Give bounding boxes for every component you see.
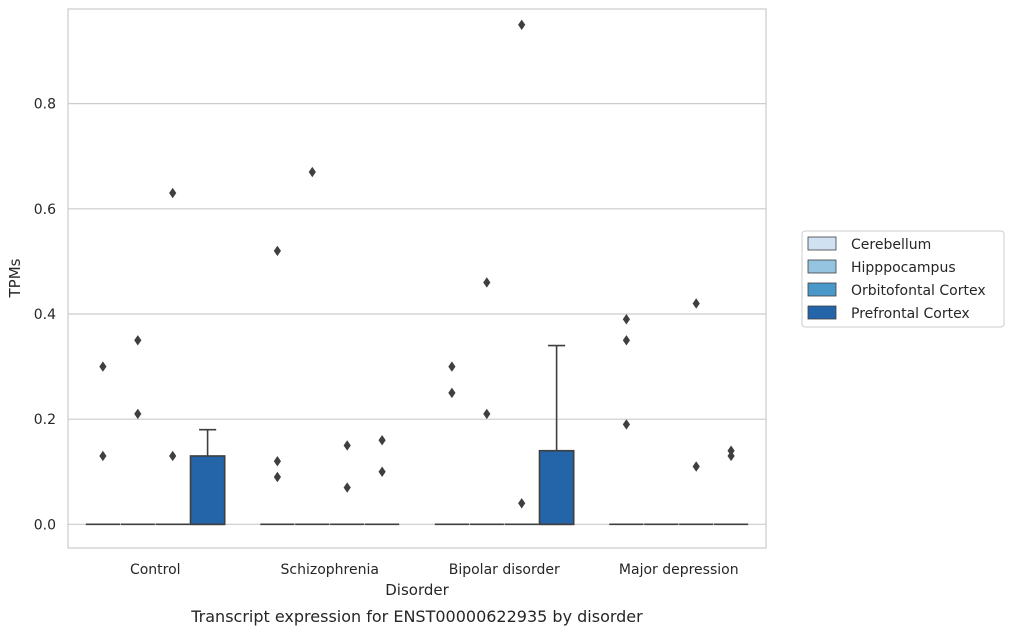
y-tick-label: 0.8 <box>34 97 56 113</box>
outlier-point <box>169 450 177 462</box>
outlier-point <box>134 335 142 346</box>
outlier-point <box>518 498 526 509</box>
box <box>189 455 226 526</box>
outlier-point <box>169 187 177 199</box>
outlier-point <box>692 298 700 309</box>
outlier-point <box>273 471 281 483</box>
legend-label: Orbitofontal Cortex <box>851 283 986 299</box>
legend-label: Hipppocampus <box>851 260 956 276</box>
grid-lines <box>68 103 766 525</box>
x-tick-label: Major depression <box>619 562 739 578</box>
plot-frame <box>67 8 767 549</box>
legend: Cerebellum Hipppocampus Orbitofontal Corte… <box>801 230 1005 328</box>
chart-caption: Transcript expression for ENST0000062293… <box>190 607 643 626</box>
outlier-point <box>134 408 142 420</box>
outlier-point <box>308 166 316 178</box>
outlier-point <box>727 450 735 462</box>
outlier-point <box>99 361 107 372</box>
x-axis-label: Disorder <box>385 581 449 599</box>
x-tick-label: Control <box>130 562 181 578</box>
y-tick-label: 0.6 <box>34 202 56 218</box>
outlier-point <box>727 445 735 456</box>
outlier-point <box>273 245 281 257</box>
legend-label: Cerebellum <box>851 237 931 253</box>
outlier-point <box>448 361 456 372</box>
outlier-point <box>99 450 107 462</box>
outlier-point <box>343 440 351 451</box>
outlier-point <box>343 482 351 493</box>
outlier-point <box>622 335 630 346</box>
legend-swatch <box>807 282 837 297</box>
outlier-point <box>483 277 491 288</box>
y-axis-ticks: 0.0 0.2 0.4 0.6 0.8 <box>34 97 56 534</box>
outlier-point <box>483 408 491 420</box>
y-tick-label: 0.2 <box>34 412 56 428</box>
x-axis-ticks: Control Schizophrenia Bipolar disorder Majo… <box>130 562 739 578</box>
outlier-point <box>622 314 630 325</box>
x-tick-label: Schizophrenia <box>281 562 379 578</box>
outlier-point <box>518 19 526 30</box>
legend-label: Prefrontal Cortex <box>851 306 970 322</box>
legend-swatch <box>807 236 837 251</box>
outlier-point <box>692 461 700 472</box>
x-tick-label: Bipolar disorder <box>449 562 560 578</box>
boxes <box>85 19 749 526</box>
outlier-point <box>273 456 281 467</box>
legend-swatch <box>807 305 837 320</box>
outlier-point <box>378 435 386 446</box>
y-tick-label: 0.0 <box>34 517 56 533</box>
outlier-point <box>622 419 630 430</box>
legend-swatch <box>807 259 837 274</box>
outlier-point <box>378 466 386 477</box>
y-axis-label: TPMs <box>6 258 24 298</box>
legend-frame <box>801 230 1005 328</box>
outlier-point <box>448 387 456 399</box>
box <box>538 449 575 526</box>
y-tick-label: 0.4 <box>34 307 56 323</box>
